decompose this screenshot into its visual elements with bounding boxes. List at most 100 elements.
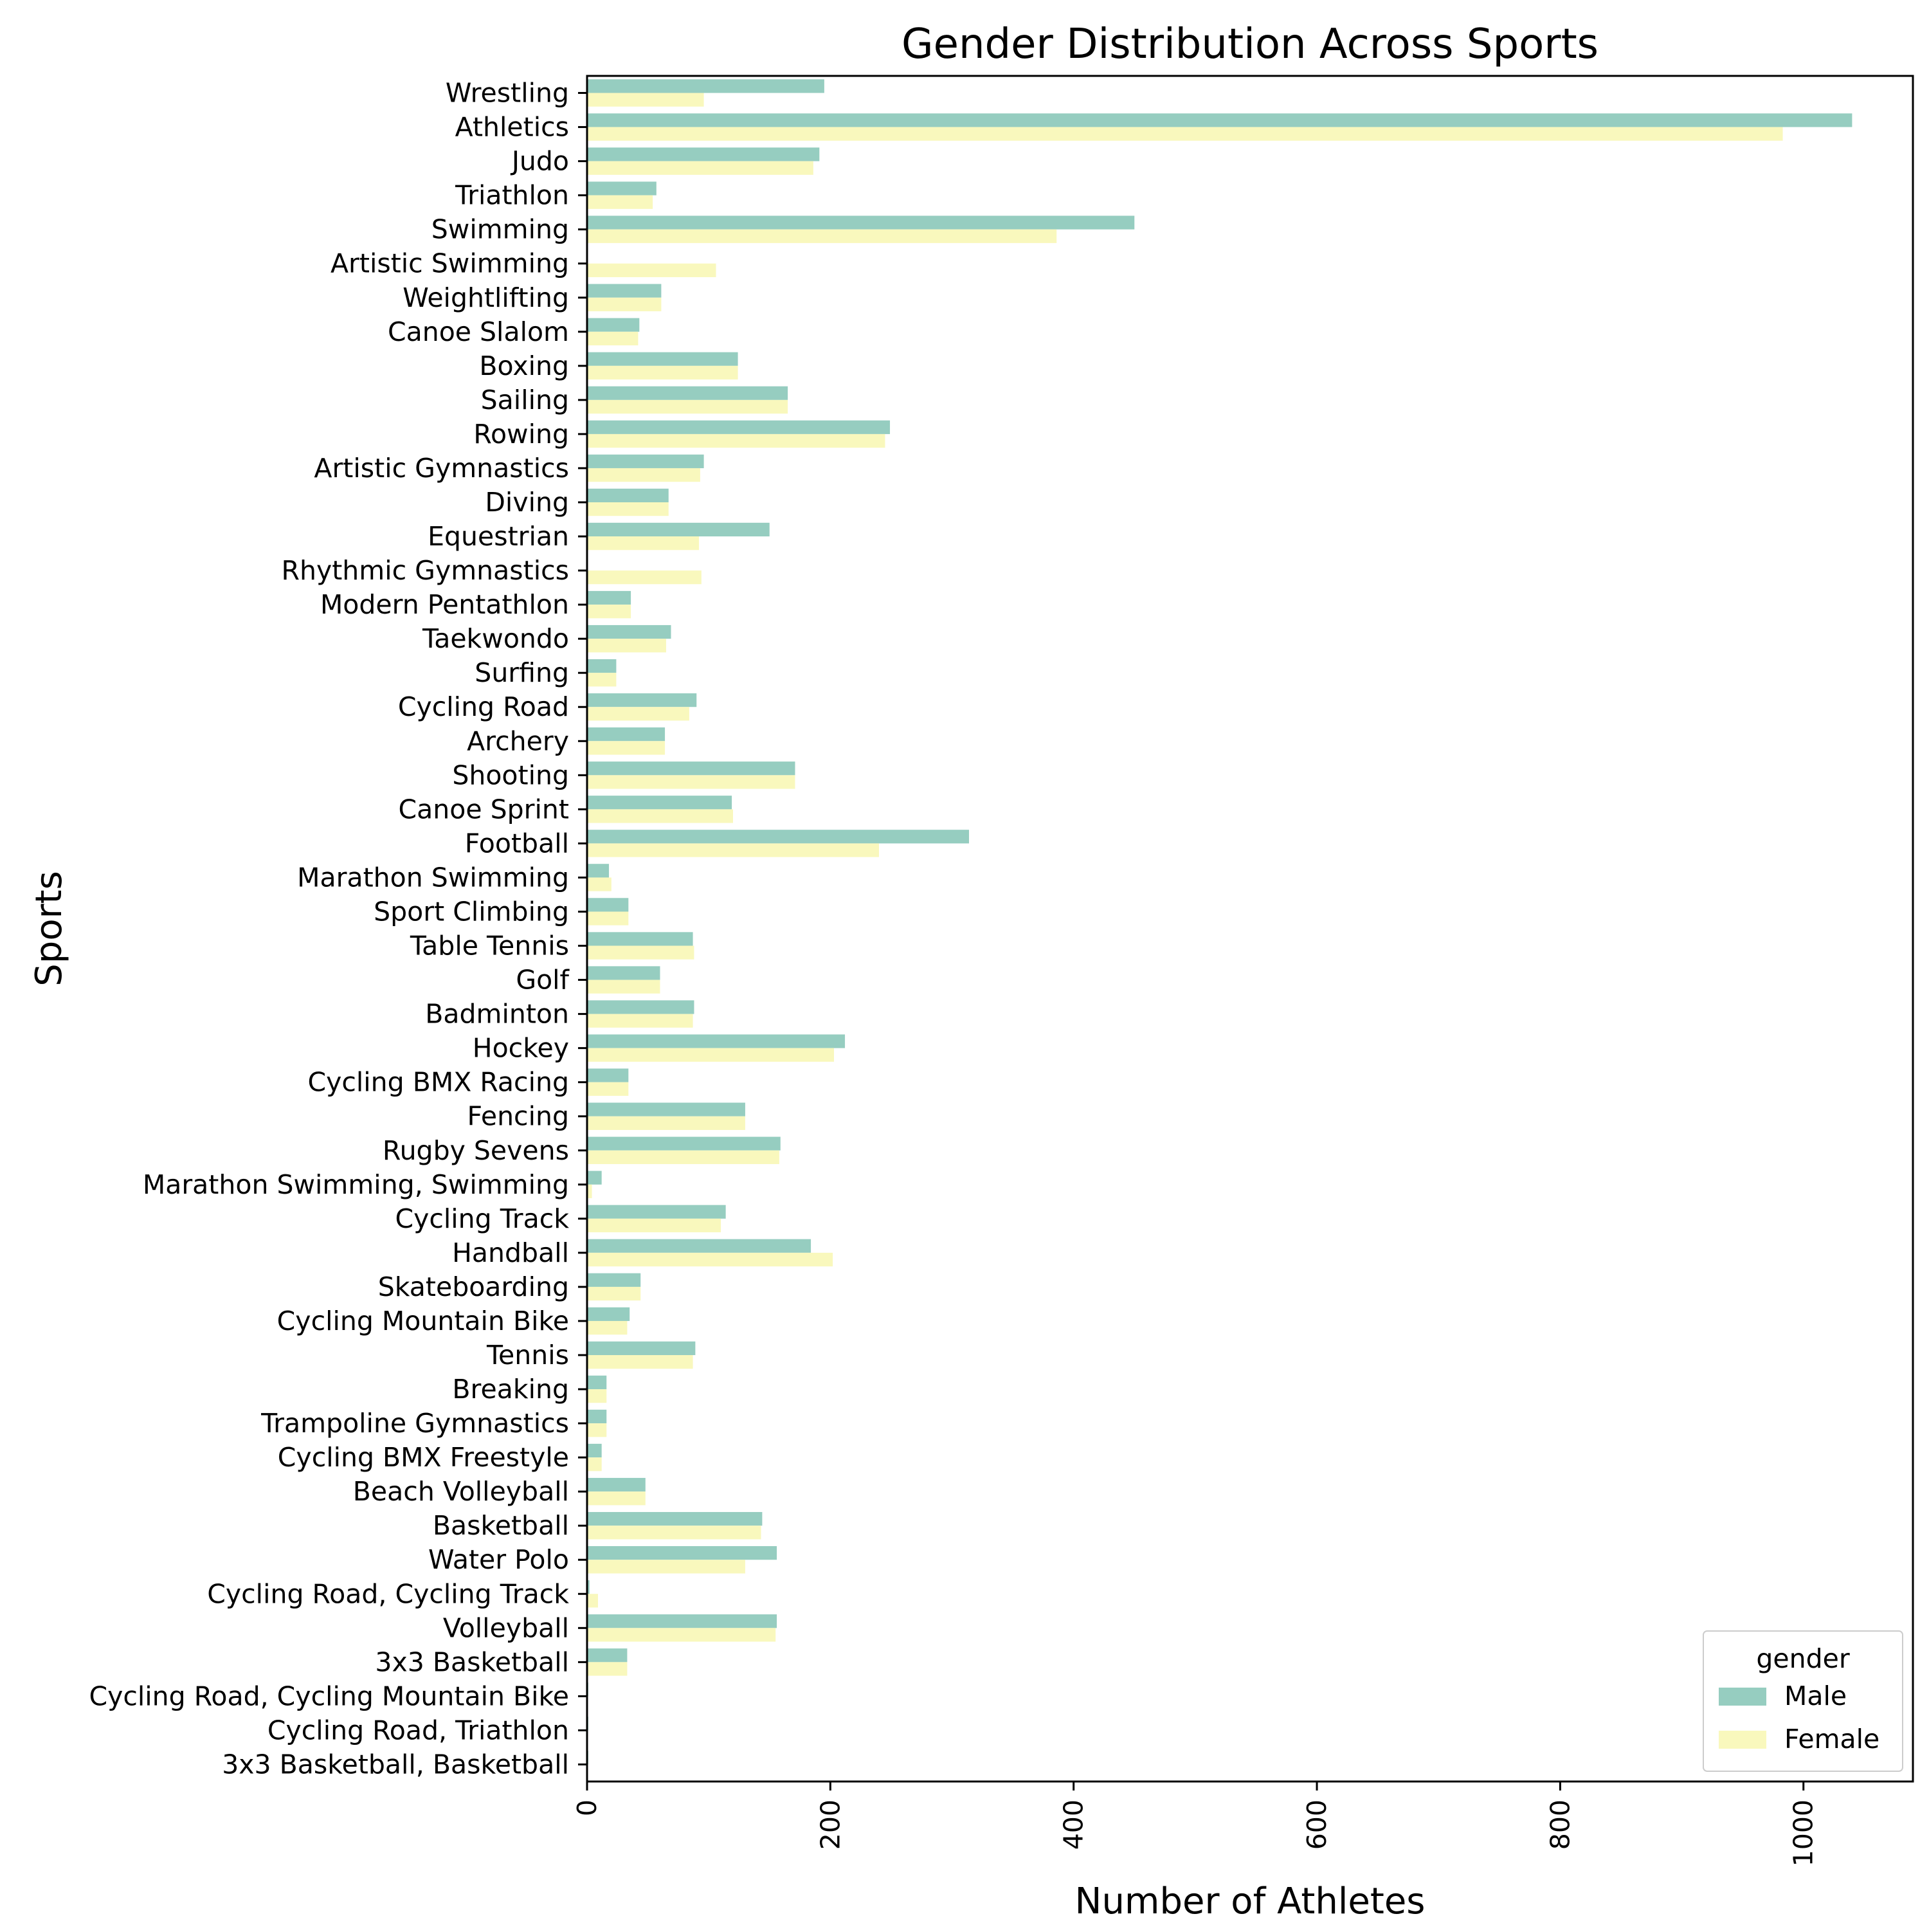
bar-male: [587, 1239, 811, 1253]
y-tick-label: Basketball: [433, 1510, 569, 1541]
bar-male: [587, 181, 657, 196]
bar-female: [587, 911, 629, 925]
bar-female: [587, 570, 702, 585]
y-tick-label: Hockey: [473, 1033, 569, 1064]
y-tick-label: Beach Volleyball: [353, 1476, 569, 1507]
y-tick-label: Table Tennis: [410, 931, 569, 961]
bar-male: [587, 1136, 781, 1151]
y-tick-label: Cycling BMX Freestyle: [278, 1442, 569, 1473]
bar-male: [587, 147, 820, 161]
legend-title: gender: [1756, 1643, 1849, 1674]
bar-male: [587, 352, 738, 366]
y-tick-label: Cycling Mountain Bike: [277, 1306, 569, 1336]
y-tick-label: Weightlifting: [403, 282, 569, 313]
x-tick-label: 0: [572, 1800, 602, 1816]
bar-male: [587, 590, 631, 605]
bar-male: [587, 454, 704, 468]
bar-female: [587, 127, 1783, 141]
x-tick-label: 1000: [1788, 1800, 1819, 1866]
y-tick-label: Rowing: [473, 419, 569, 450]
bars-layer: [587, 79, 1852, 1765]
bar-female: [587, 741, 666, 755]
legend-items: Male Female: [1719, 1681, 1879, 1754]
bar-female: [587, 775, 795, 789]
y-tick-label: Swimming: [431, 214, 569, 245]
bar-male: [587, 1614, 777, 1628]
y-tick-label: Cycling Road, Cycling Mountain Bike: [89, 1681, 569, 1711]
bar-male: [587, 1546, 777, 1560]
bar-female: [587, 605, 631, 619]
y-tick-label: Taekwondo: [422, 623, 569, 654]
bar-female: [587, 331, 638, 346]
bar-male: [587, 79, 824, 93]
bar-male: [587, 727, 666, 742]
bar-female: [587, 433, 885, 448]
bar-female: [587, 1014, 693, 1028]
y-tick-label: Modern Pentathlon: [320, 589, 569, 620]
chart-title: Gender Distribution Across Sports: [901, 21, 1598, 68]
y-axis-ticks: WrestlingAthleticsJudoTriathlonSwimmingA…: [89, 78, 587, 1780]
y-tick-label: Boxing: [479, 351, 569, 381]
bar-female: [587, 1355, 693, 1369]
bar-male: [587, 1102, 745, 1116]
bar-female: [587, 639, 666, 653]
bar-female: [587, 1423, 607, 1437]
bar-female: [587, 93, 704, 107]
bar-female: [587, 399, 788, 414]
y-tick-label: Tennis: [486, 1340, 569, 1371]
bar-male: [587, 420, 891, 434]
y-tick-label: Marathon Swimming, Swimming: [143, 1169, 569, 1200]
legend: gender Male Female: [1703, 1630, 1903, 1772]
x-axis-ticks: 0 200 400 600 800 1000: [572, 1782, 1819, 1866]
x-tick-label: 800: [1544, 1800, 1575, 1850]
y-tick-label: Sport Climbing: [374, 896, 569, 927]
bar-male: [587, 1273, 641, 1287]
bar-female: [587, 1116, 745, 1130]
bar-female: [587, 809, 734, 823]
bar-female: [587, 877, 611, 891]
y-tick-label: Athletics: [455, 112, 569, 143]
x-tick-label: 200: [815, 1800, 846, 1850]
bar-female: [587, 1491, 646, 1506]
bar-male: [587, 693, 697, 707]
bar-male: [587, 1341, 696, 1355]
y-tick-label: Sailing: [481, 385, 569, 415]
bar-male: [587, 624, 671, 639]
bar-male: [587, 215, 1135, 230]
y-tick-label: Fencing: [467, 1101, 570, 1132]
bar-male: [587, 1648, 628, 1663]
bar-female: [587, 980, 660, 994]
bar-female: [587, 1560, 745, 1574]
bar-male: [587, 284, 662, 298]
bar-male: [587, 898, 629, 912]
bar-female: [587, 1082, 629, 1096]
y-tick-label: Judo: [510, 146, 569, 177]
y-tick-label: Shooting: [452, 760, 569, 790]
bar-female: [587, 1048, 835, 1062]
y-tick-label: Cycling Track: [395, 1203, 569, 1234]
bar-female: [587, 1594, 599, 1608]
bar-male: [587, 113, 1852, 127]
y-tick-label: Archery: [467, 725, 569, 756]
y-tick-label: Artistic Gymnastics: [314, 453, 569, 484]
bar-male: [587, 1171, 602, 1185]
bar-female: [587, 1662, 628, 1676]
y-tick-label: Football: [465, 828, 569, 859]
x-axis-label: Number of Athletes: [1075, 1881, 1426, 1922]
bar-male: [587, 488, 669, 502]
bar-female: [587, 502, 669, 516]
bar-female: [587, 1457, 602, 1472]
bar-female: [587, 1526, 761, 1540]
y-tick-label: Artistic Swimming: [331, 248, 569, 279]
bar-male: [587, 1034, 846, 1048]
bar-female: [587, 1184, 592, 1199]
legend-swatch-female: [1719, 1731, 1766, 1749]
y-tick-label: Triathlon: [455, 180, 569, 211]
bar-male: [587, 1068, 629, 1082]
bar-female: [587, 1389, 607, 1403]
bar-male: [587, 1580, 590, 1594]
y-tick-label: 3x3 Basketball, Basketball: [222, 1749, 569, 1780]
bar-male: [587, 1477, 646, 1492]
y-tick-label: Cycling Road: [398, 691, 569, 722]
y-tick-label: Trampoline Gymnastics: [260, 1408, 569, 1439]
